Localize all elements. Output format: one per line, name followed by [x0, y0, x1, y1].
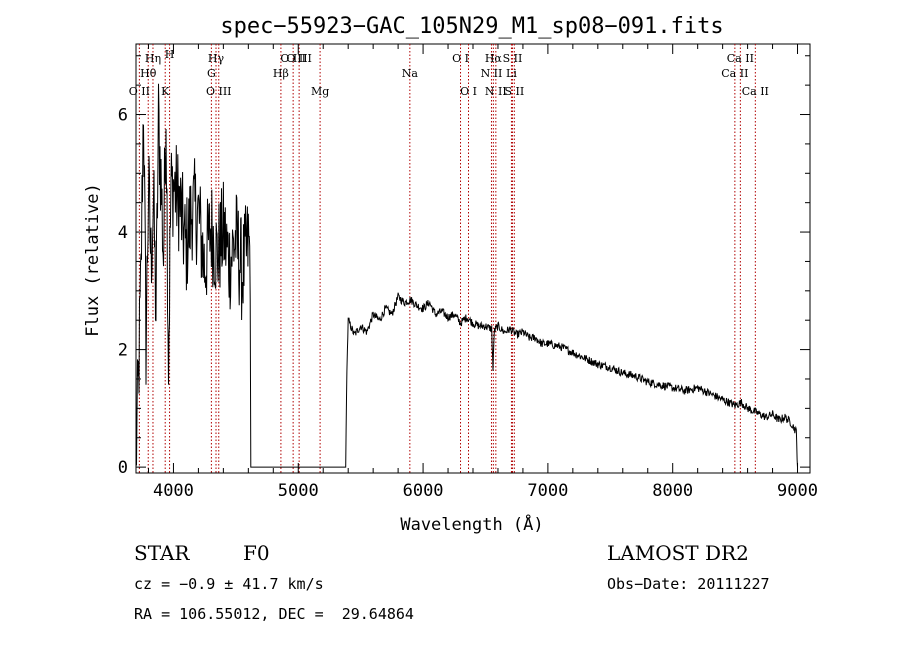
- y-tick-labels: 0 2 4 6: [118, 106, 128, 479]
- line-label: O III: [286, 52, 312, 65]
- x-axis-label: Wavelength (Å): [400, 513, 543, 535]
- y-axis-label: Flux (relative): [83, 183, 103, 337]
- line-label: O III: [206, 85, 232, 98]
- x-tick-labels: 4000 5000 6000 7000 8000 9000: [153, 481, 818, 501]
- line-label: Na: [402, 67, 419, 80]
- x-tick-label: 9000: [777, 481, 818, 501]
- line-label: S II: [504, 85, 524, 98]
- y-tick-label: 6: [118, 106, 128, 126]
- y-tick-label: 4: [118, 223, 128, 243]
- x-tick-label: 4000: [153, 481, 194, 501]
- plot-frame: [135, 43, 811, 474]
- line-label: Ca II: [727, 52, 754, 65]
- x-tick-label: 8000: [652, 481, 693, 501]
- line-label: O III: [280, 52, 306, 65]
- y-tick-label: 0: [118, 458, 128, 478]
- x-tick-label: 5000: [278, 481, 319, 501]
- line-label: Mg: [311, 85, 329, 98]
- line-label: Hβ: [273, 67, 289, 80]
- line-label: O I: [452, 52, 469, 65]
- chart-title: spec−55923−GAC_105N29_M1_sp08−091.fits: [220, 14, 723, 39]
- line-label: Hη: [145, 52, 161, 65]
- object-class: STAR: [134, 541, 190, 565]
- line-label: Li: [506, 67, 517, 80]
- x-tick-label: 6000: [403, 481, 444, 501]
- spectrum-series: [135, 83, 798, 468]
- line-label: Hθ: [140, 67, 157, 80]
- obs-date: Obs−Date: 20111227: [607, 575, 770, 593]
- line-label: N II: [481, 67, 503, 80]
- survey-name: LAMOST DR2: [607, 541, 749, 565]
- line-label: O I: [460, 85, 477, 98]
- redshift-text: cz = −0.9 ± 41.7 km/s: [134, 575, 324, 593]
- line-label: S II: [503, 52, 523, 65]
- line-label: O II: [129, 85, 150, 98]
- line-label: Hγ: [208, 52, 225, 65]
- line-label: N II: [485, 85, 507, 98]
- line-label: G: [207, 67, 216, 80]
- line-label: K: [161, 85, 170, 98]
- object-subclass: F0: [243, 541, 270, 565]
- line-label: H: [165, 48, 175, 61]
- axis-ticks: [136, 44, 810, 473]
- y-tick-label: 2: [118, 341, 128, 361]
- x-tick-label: 7000: [527, 481, 568, 501]
- line-label: Ca II: [721, 67, 748, 80]
- line-label: Hα: [485, 52, 503, 65]
- line-label: Ca II: [742, 85, 769, 98]
- coordinates: RA = 106.55012, DEC = 29.64864: [134, 605, 414, 623]
